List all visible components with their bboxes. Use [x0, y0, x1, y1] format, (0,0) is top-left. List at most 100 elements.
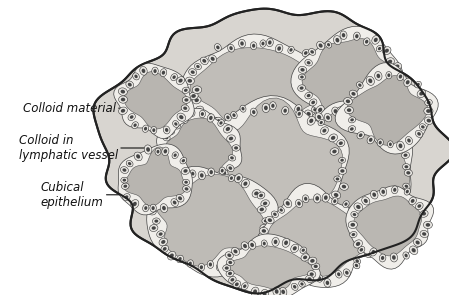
Ellipse shape: [135, 75, 138, 78]
Ellipse shape: [182, 159, 185, 162]
Ellipse shape: [386, 58, 395, 66]
Ellipse shape: [315, 78, 324, 85]
Ellipse shape: [169, 129, 173, 133]
Ellipse shape: [207, 260, 214, 268]
Ellipse shape: [183, 179, 190, 185]
Ellipse shape: [424, 117, 433, 124]
Ellipse shape: [269, 229, 276, 238]
Ellipse shape: [277, 46, 281, 51]
Ellipse shape: [267, 243, 271, 247]
Ellipse shape: [260, 40, 266, 47]
Polygon shape: [291, 26, 403, 129]
Ellipse shape: [300, 144, 309, 151]
Ellipse shape: [262, 129, 265, 133]
Ellipse shape: [356, 82, 363, 89]
Ellipse shape: [157, 150, 159, 153]
Ellipse shape: [176, 194, 184, 202]
Ellipse shape: [350, 120, 353, 125]
Ellipse shape: [418, 204, 421, 208]
Ellipse shape: [309, 119, 313, 123]
Ellipse shape: [360, 114, 365, 121]
Ellipse shape: [209, 55, 217, 63]
Ellipse shape: [133, 73, 140, 80]
Ellipse shape: [302, 134, 306, 137]
Ellipse shape: [233, 281, 241, 288]
Ellipse shape: [183, 107, 187, 110]
Ellipse shape: [215, 117, 223, 125]
Ellipse shape: [386, 72, 392, 79]
Ellipse shape: [167, 163, 174, 169]
Ellipse shape: [252, 44, 255, 48]
Ellipse shape: [268, 218, 272, 222]
Ellipse shape: [173, 201, 176, 205]
Ellipse shape: [266, 216, 274, 224]
Ellipse shape: [387, 73, 390, 77]
Ellipse shape: [338, 157, 346, 163]
Ellipse shape: [152, 206, 155, 210]
Ellipse shape: [306, 275, 314, 283]
Ellipse shape: [205, 129, 212, 136]
Polygon shape: [176, 96, 349, 246]
Ellipse shape: [119, 107, 127, 115]
Ellipse shape: [146, 147, 150, 152]
Ellipse shape: [364, 251, 373, 258]
Ellipse shape: [337, 140, 345, 147]
Ellipse shape: [122, 168, 126, 172]
Ellipse shape: [148, 208, 156, 215]
Ellipse shape: [348, 126, 356, 132]
Ellipse shape: [350, 231, 357, 238]
Text: Colloid in
lymphatic vessel: Colloid in lymphatic vessel: [19, 134, 176, 162]
Ellipse shape: [198, 171, 205, 180]
Ellipse shape: [404, 188, 410, 195]
Ellipse shape: [192, 184, 199, 191]
Ellipse shape: [228, 272, 232, 275]
Ellipse shape: [329, 134, 338, 142]
Ellipse shape: [164, 195, 168, 199]
Ellipse shape: [365, 216, 373, 225]
Ellipse shape: [399, 144, 402, 148]
Ellipse shape: [380, 187, 387, 196]
Ellipse shape: [225, 266, 229, 270]
Ellipse shape: [257, 241, 264, 247]
Ellipse shape: [317, 90, 324, 96]
Ellipse shape: [176, 255, 184, 263]
Ellipse shape: [293, 285, 297, 289]
Ellipse shape: [299, 222, 302, 226]
Ellipse shape: [261, 127, 266, 134]
Ellipse shape: [250, 42, 257, 50]
Ellipse shape: [317, 41, 324, 50]
Ellipse shape: [153, 201, 162, 208]
Ellipse shape: [226, 127, 230, 131]
Ellipse shape: [297, 107, 300, 111]
Ellipse shape: [159, 232, 162, 236]
Ellipse shape: [258, 229, 265, 237]
Ellipse shape: [319, 91, 322, 94]
Ellipse shape: [245, 245, 253, 253]
Ellipse shape: [346, 218, 352, 226]
Ellipse shape: [422, 212, 426, 215]
Ellipse shape: [324, 113, 332, 122]
Ellipse shape: [317, 80, 321, 83]
Ellipse shape: [123, 194, 130, 200]
Ellipse shape: [295, 105, 302, 113]
Ellipse shape: [333, 199, 337, 203]
Ellipse shape: [324, 195, 328, 200]
Ellipse shape: [308, 279, 311, 283]
Ellipse shape: [312, 263, 320, 270]
Ellipse shape: [393, 63, 401, 70]
Ellipse shape: [192, 86, 202, 94]
Ellipse shape: [307, 94, 310, 97]
Ellipse shape: [218, 218, 222, 222]
Ellipse shape: [327, 214, 331, 219]
Ellipse shape: [288, 268, 292, 272]
Ellipse shape: [342, 185, 346, 189]
Ellipse shape: [396, 141, 405, 150]
Ellipse shape: [178, 196, 182, 200]
Ellipse shape: [391, 206, 394, 210]
Ellipse shape: [278, 229, 281, 233]
Ellipse shape: [314, 194, 321, 203]
Ellipse shape: [200, 173, 203, 178]
Ellipse shape: [189, 92, 198, 100]
Ellipse shape: [278, 207, 284, 213]
Ellipse shape: [202, 177, 209, 185]
